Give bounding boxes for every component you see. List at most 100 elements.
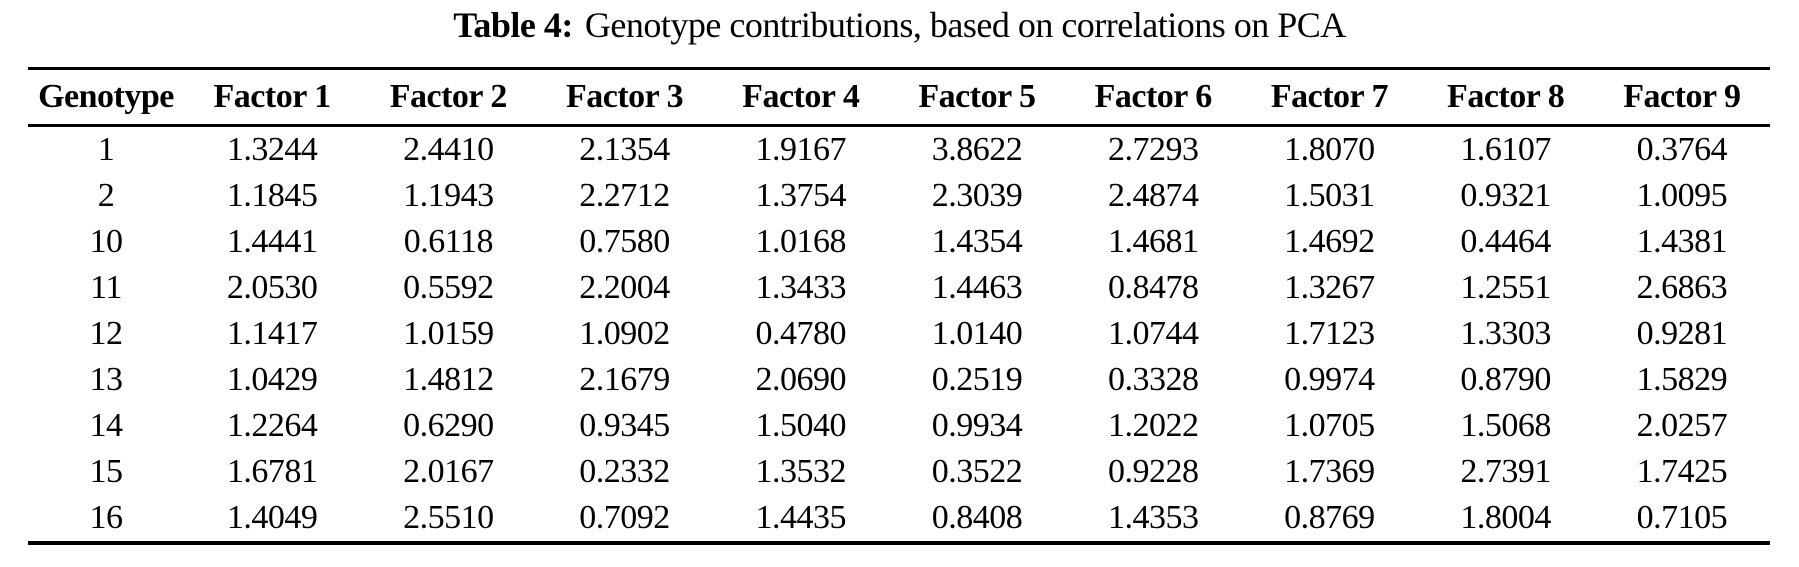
factor-value-cell: 1.0095 bbox=[1636, 177, 1728, 214]
table-row: 11 2.0530 0.5592 2.2004 1.3433 1.4463 0.8478 1.… bbox=[28, 265, 1770, 311]
table-row: 12 1.1417 1.0159 1.0902 0.4780 1.0140 1.0744 1.… bbox=[28, 311, 1770, 357]
factor-value-cell: 3.8622 bbox=[931, 131, 1023, 168]
column-header-factor-3: Factor 3 bbox=[536, 68, 713, 127]
factor-value-cell: 1.7425 bbox=[1636, 453, 1728, 490]
factor-value-cell: 1.3532 bbox=[755, 453, 847, 490]
factor-value-cell: 1.5068 bbox=[1460, 407, 1551, 444]
factor-value-cell: 0.4464 bbox=[1460, 223, 1551, 260]
factor-value-cell: 2.0690 bbox=[755, 361, 847, 398]
factor-value-cell: 2.7293 bbox=[1107, 131, 1199, 168]
factor-value-cell: 0.3328 bbox=[1107, 361, 1199, 398]
column-header-genotype: Genotype bbox=[28, 68, 184, 127]
factor-value-cell: 1.4812 bbox=[403, 361, 494, 398]
factor-value-cell: 1.2551 bbox=[1460, 269, 1551, 306]
factor-value-cell: 2.7391 bbox=[1460, 453, 1551, 490]
factor-value-cell: 2.0167 bbox=[403, 453, 494, 490]
factor-value-cell: 2.1679 bbox=[579, 361, 670, 398]
factor-value-cell: 1.3754 bbox=[755, 177, 847, 214]
genotype-cell: 1 bbox=[97, 131, 115, 168]
genotype-cell: 13 bbox=[89, 361, 124, 398]
factor-value-cell: 0.9321 bbox=[1460, 177, 1551, 214]
column-header-factor-2: Factor 2 bbox=[360, 68, 537, 127]
factor-value-cell: 2.5510 bbox=[403, 499, 494, 536]
factor-value-cell: 1.0168 bbox=[755, 223, 847, 260]
factor-value-cell: 1.3433 bbox=[755, 269, 847, 306]
factor-value-cell: 1.7123 bbox=[1284, 315, 1375, 352]
table-caption-label: Table 4: bbox=[453, 5, 573, 45]
factor-value-cell: 2.4874 bbox=[1107, 177, 1199, 214]
factor-value-cell: 0.5592 bbox=[403, 269, 494, 306]
factor-value-cell: 1.7369 bbox=[1284, 453, 1375, 490]
column-header-factor-8: Factor 8 bbox=[1417, 68, 1594, 127]
column-header-factor-7: Factor 7 bbox=[1241, 68, 1418, 127]
genotype-cell: 12 bbox=[89, 315, 124, 352]
genotype-cell: 15 bbox=[89, 453, 124, 490]
factor-value-cell: 1.5829 bbox=[1636, 361, 1728, 398]
column-header-factor-5: Factor 5 bbox=[888, 68, 1066, 127]
factor-value-cell: 0.7580 bbox=[579, 223, 670, 260]
factor-value-cell: 1.0140 bbox=[931, 315, 1023, 352]
factor-value-cell: 1.1417 bbox=[226, 315, 318, 352]
factor-value-cell: 1.2264 bbox=[226, 407, 318, 444]
factor-value-cell: 1.5040 bbox=[755, 407, 847, 444]
genotype-cell: 14 bbox=[89, 407, 124, 444]
factor-value-cell: 1.3267 bbox=[1284, 269, 1375, 306]
table-row: 16 1.4049 2.5510 0.7092 1.4435 0.8408 1.4353 0.… bbox=[28, 495, 1770, 543]
factor-value-cell: 1.6781 bbox=[226, 453, 318, 490]
factor-value-cell: 1.0705 bbox=[1284, 407, 1375, 444]
table-body: 1 1.3244 2.4410 2.1354 1.9167 3.8622 2.7293 1.8… bbox=[28, 126, 1770, 544]
genotype-cell: 2 bbox=[97, 177, 115, 214]
factor-value-cell: 2.2004 bbox=[579, 269, 670, 306]
factor-value-cell: 1.4354 bbox=[931, 223, 1023, 260]
factor-value-cell: 1.2022 bbox=[1107, 407, 1199, 444]
table-caption: Table 4: Genotype contributions, based on… bbox=[0, 0, 1799, 50]
factor-value-cell: 1.4435 bbox=[755, 499, 847, 536]
table-row: 2 1.1845 1.1943 2.2712 1.3754 2.3039 2.4874 1.5… bbox=[28, 173, 1770, 219]
factor-value-cell: 0.9974 bbox=[1284, 361, 1375, 398]
factor-value-cell: 0.9228 bbox=[1107, 453, 1199, 490]
factor-value-cell: 1.5031 bbox=[1284, 177, 1375, 214]
genotype-cell: 16 bbox=[89, 499, 124, 536]
factor-value-cell: 1.4353 bbox=[1107, 499, 1199, 536]
genotype-contributions-table: Genotype Factor 1 Factor 2 Factor 3 Fact… bbox=[28, 67, 1770, 545]
table-row: 15 1.6781 2.0167 0.2332 1.3532 0.3522 0.9228 1.… bbox=[28, 449, 1770, 495]
table-caption-text: Genotype contributions, based on correla… bbox=[584, 5, 1346, 45]
factor-value-cell: 2.2712 bbox=[579, 177, 670, 214]
factor-value-cell: 0.2519 bbox=[931, 361, 1023, 398]
factor-value-cell: 0.7092 bbox=[579, 499, 670, 536]
factor-value-cell: 2.4410 bbox=[403, 131, 494, 168]
genotype-cell: 11 bbox=[90, 269, 122, 306]
column-header-factor-1: Factor 1 bbox=[184, 68, 361, 127]
factor-value-cell: 2.0257 bbox=[1636, 407, 1728, 444]
table-row: 1 1.3244 2.4410 2.1354 1.9167 3.8622 2.7293 1.8… bbox=[28, 126, 1770, 174]
factor-value-cell: 0.6290 bbox=[403, 407, 494, 444]
factor-value-cell: 0.3522 bbox=[931, 453, 1023, 490]
factor-value-cell: 1.0429 bbox=[226, 361, 318, 398]
factor-value-cell: 0.2332 bbox=[579, 453, 670, 490]
factor-value-cell: 0.9345 bbox=[579, 407, 670, 444]
column-header-factor-4: Factor 4 bbox=[712, 68, 889, 127]
factor-value-cell: 0.8478 bbox=[1107, 269, 1199, 306]
factor-value-cell: 0.6118 bbox=[403, 223, 494, 260]
factor-value-cell: 1.8070 bbox=[1284, 131, 1375, 168]
genotype-cell: 10 bbox=[89, 223, 124, 260]
factor-value-cell: 2.0530 bbox=[226, 269, 318, 306]
factor-value-cell: 2.3039 bbox=[931, 177, 1023, 214]
factor-value-cell: 1.4681 bbox=[1107, 223, 1199, 260]
factor-value-cell: 1.4692 bbox=[1284, 223, 1375, 260]
factor-value-cell: 0.8769 bbox=[1284, 499, 1375, 536]
factor-value-cell: 0.7105 bbox=[1636, 499, 1728, 536]
factor-value-cell: 1.1845 bbox=[226, 177, 318, 214]
factor-value-cell: 1.6107 bbox=[1460, 131, 1551, 168]
factor-value-cell: 1.0744 bbox=[1107, 315, 1199, 352]
factor-value-cell: 1.0159 bbox=[403, 315, 494, 352]
factor-value-cell: 1.4049 bbox=[226, 499, 318, 536]
factor-value-cell: 1.3244 bbox=[226, 131, 318, 168]
factor-value-cell: 0.9281 bbox=[1636, 315, 1728, 352]
factor-value-cell: 1.9167 bbox=[755, 131, 847, 168]
factor-value-cell: 0.8790 bbox=[1460, 361, 1551, 398]
factor-value-cell: 2.1354 bbox=[579, 131, 670, 168]
table-row: 14 1.2264 0.6290 0.9345 1.5040 0.9934 1.2022 1.… bbox=[28, 403, 1770, 449]
factor-value-cell: 1.4463 bbox=[931, 269, 1023, 306]
